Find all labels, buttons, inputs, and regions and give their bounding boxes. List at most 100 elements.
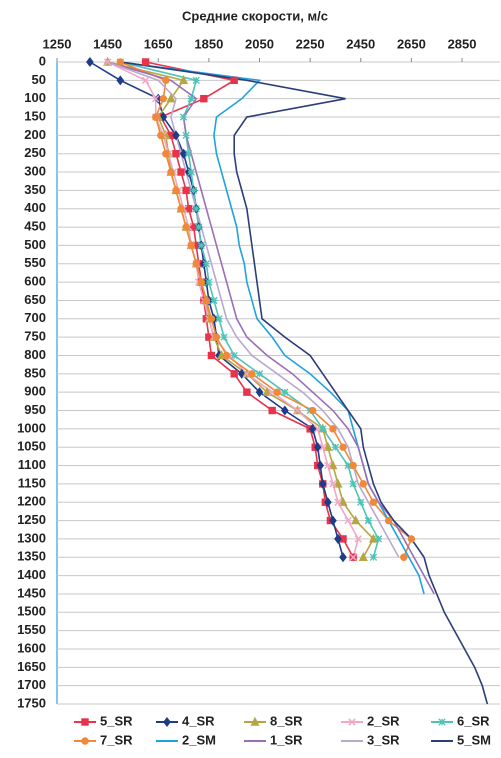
legend-label: 2_SR (367, 713, 400, 728)
marker (293, 406, 302, 415)
marker (172, 150, 180, 158)
marker (184, 150, 193, 158)
marker (351, 515, 361, 525)
marker (349, 461, 357, 470)
marker (308, 406, 317, 415)
legend-marker (163, 716, 171, 728)
marker (187, 168, 195, 176)
marker (338, 496, 348, 506)
marker (329, 425, 337, 433)
y-tick-label: 200 (24, 127, 46, 142)
marker (243, 388, 251, 396)
marker (177, 205, 185, 213)
y-tick-label: 350 (24, 182, 46, 197)
marker (344, 461, 352, 470)
marker (369, 498, 378, 506)
marker (339, 443, 347, 451)
x-tick-label: 2850 (448, 36, 477, 51)
marker (339, 552, 347, 563)
marker (230, 76, 238, 85)
marker (248, 370, 256, 378)
marker (159, 112, 168, 123)
legend-label: 2_SM (182, 732, 216, 747)
y-tick-label: 400 (24, 200, 46, 215)
marker (262, 386, 272, 396)
series-line (120, 61, 489, 705)
y-tick-label: 0 (39, 53, 46, 68)
marker (328, 460, 338, 470)
marker (308, 423, 317, 434)
marker (334, 498, 342, 506)
marker (151, 94, 160, 103)
marker (349, 553, 357, 561)
marker (166, 93, 176, 103)
marker (116, 58, 124, 66)
marker (197, 241, 205, 250)
marker (182, 186, 190, 195)
marker (172, 186, 180, 195)
y-tick-label: 650 (24, 292, 46, 307)
y-tick-label: 950 (24, 402, 46, 417)
y-tick-label: 1550 (17, 622, 46, 637)
marker (86, 56, 94, 68)
y-tick-label: 750 (24, 329, 46, 344)
marker (319, 443, 327, 451)
marker (334, 533, 342, 544)
marker (167, 168, 175, 176)
marker (400, 553, 408, 561)
marker (273, 388, 281, 396)
marker (187, 95, 195, 103)
x-tick-label: 1250 (43, 36, 72, 51)
marker (172, 130, 180, 141)
marker (182, 223, 190, 231)
marker (358, 551, 368, 561)
y-tick-label: 600 (24, 274, 46, 289)
marker (202, 260, 211, 268)
marker (368, 533, 378, 543)
y-tick-label: 850 (24, 365, 46, 380)
marker (237, 368, 246, 379)
y-tick-label: 100 (24, 90, 46, 105)
x-tick-label: 2050 (245, 36, 274, 51)
marker (357, 498, 365, 506)
x-tick-label: 2250 (296, 36, 325, 51)
marker (331, 443, 340, 451)
y-tick-label: 1300 (17, 530, 46, 545)
y-tick-label: 1200 (17, 494, 46, 509)
marker (192, 260, 200, 268)
marker (359, 480, 368, 488)
marker (157, 131, 165, 140)
marker (207, 351, 216, 360)
legend-label: 6_SR (457, 713, 490, 728)
y-tick-label: 1650 (17, 659, 46, 674)
marker (205, 278, 213, 286)
y-tick-label: 500 (24, 237, 46, 252)
legend-label: 8_SR (270, 713, 303, 728)
x-tick-label: 2450 (346, 36, 375, 51)
marker (319, 425, 327, 433)
legend-label: 4_SR (182, 713, 215, 728)
marker (187, 241, 195, 250)
marker (255, 370, 264, 378)
marker (329, 480, 337, 488)
legend-label: 5_SM (457, 732, 491, 747)
marker (152, 113, 160, 121)
marker (210, 296, 218, 305)
marker (212, 333, 221, 341)
marker (324, 461, 332, 470)
marker (141, 76, 150, 85)
series-line (107, 61, 400, 558)
y-tick-label: 550 (24, 255, 46, 270)
marker (192, 76, 200, 85)
y-tick-label: 700 (24, 310, 46, 325)
marker (222, 351, 231, 360)
marker (329, 515, 337, 526)
marker (333, 478, 343, 488)
marker (177, 168, 185, 176)
marker (179, 75, 189, 85)
marker (354, 535, 362, 543)
marker (179, 148, 188, 159)
y-tick-label: 1400 (17, 567, 46, 582)
marker (162, 76, 170, 85)
